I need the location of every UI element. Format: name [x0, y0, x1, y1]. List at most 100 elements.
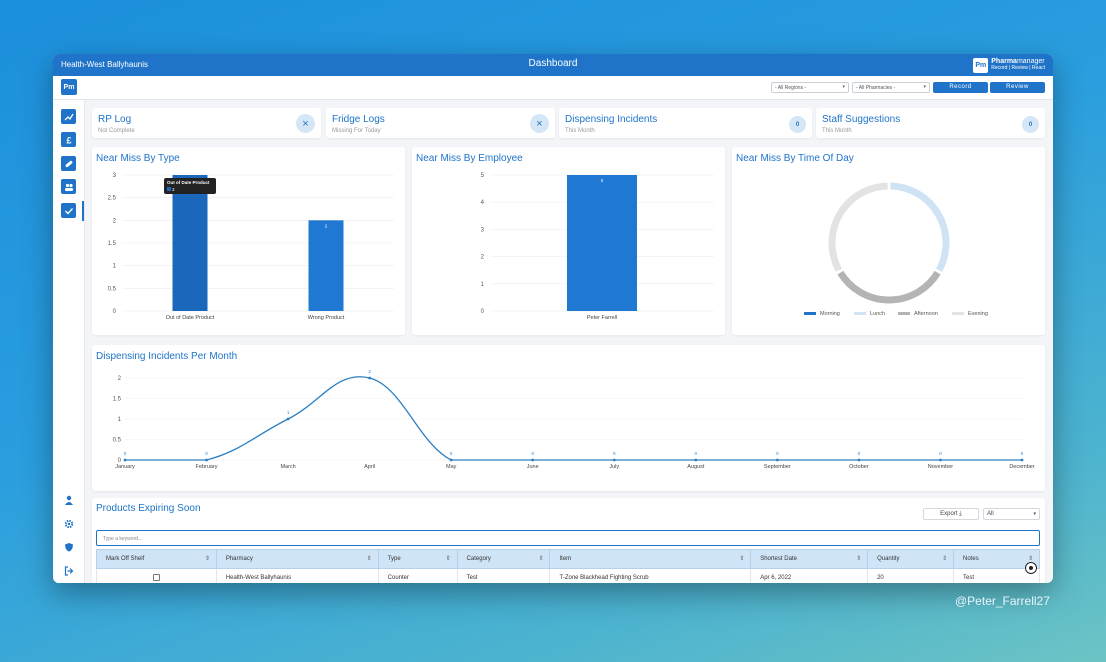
x-tick-label: Out of Date Product	[166, 315, 215, 321]
sort-icon: ⇕	[204, 556, 210, 562]
legend-label: Lunch	[870, 311, 885, 317]
column-header[interactable]: Category ⇕	[456, 549, 551, 569]
sort-icon: ⇕	[366, 556, 372, 562]
pound-icon[interactable]: £	[61, 132, 76, 147]
legend-label: Evening	[968, 311, 988, 317]
y-tick-label: 5	[481, 173, 485, 179]
stat-label: RP Log	[98, 114, 132, 125]
shield-icon[interactable]	[62, 540, 75, 553]
settings-fab-icon[interactable]	[1025, 562, 1037, 574]
stat-sub: Missing For Today	[332, 128, 381, 134]
data-point	[449, 458, 453, 462]
data-label: 1	[287, 410, 290, 415]
review-button[interactable]: Review	[990, 82, 1045, 93]
gear-icon[interactable]	[62, 517, 75, 530]
mark-off-shelf-checkbox[interactable]	[152, 573, 160, 581]
column-header[interactable]: Quantity ⇕	[867, 549, 955, 569]
x-tick-label: September	[764, 464, 791, 470]
x-tick-label: January	[115, 464, 135, 470]
legend-label: Afternoon	[914, 311, 938, 317]
brand-logo: Pm Pharmamanager Record | Review | React	[973, 56, 1045, 74]
near-miss-employee-chart: 0 1 2 3 4 5 5 Peter Farrell	[481, 173, 714, 321]
dispensing-incidents-chart: 00.511.520January0February1March2April0M…	[113, 369, 1035, 470]
table-cell: Health-West Ballyhaunis	[215, 568, 379, 583]
user-icon[interactable]	[62, 493, 75, 506]
y-tick-label: 1.5	[113, 397, 122, 403]
column-header[interactable]: Shortest Date ⇕	[750, 549, 869, 569]
data-point	[205, 458, 208, 462]
x-tick-label: Wrong Product	[308, 315, 345, 321]
count-badge: 0	[789, 116, 806, 133]
record-button[interactable]: Record	[933, 82, 988, 93]
column-header[interactable]: Item ⇕	[549, 549, 752, 569]
sort-icon: ⇕	[739, 556, 745, 562]
doughnut-slice	[828, 182, 888, 272]
stat-card-staff-suggestions[interactable]: Staff Suggestions This Month 0	[816, 108, 1045, 138]
sidebar: £	[53, 100, 85, 583]
column-header[interactable]: Mark Off Shelf ⇕	[96, 549, 217, 569]
chevron-down-icon: ▾	[923, 84, 926, 90]
doughnut-slice	[837, 270, 941, 304]
title-bar: Health-West Ballyhaunis Dashboard Pm Pha…	[53, 54, 1053, 76]
close-icon[interactable]: ×	[530, 114, 549, 133]
tooltip	[164, 178, 216, 194]
close-icon[interactable]: ×	[296, 114, 315, 133]
table-cell: Counter	[377, 568, 458, 583]
x-tick-label: August	[687, 464, 705, 470]
page-title: Dashboard	[528, 58, 578, 69]
trend-icon[interactable]	[61, 109, 76, 124]
table-title: Products Expiring Soon	[96, 503, 201, 514]
app-window: Health-West Ballyhaunis Dashboard Pm Pha…	[53, 54, 1053, 583]
chart-title: Dispensing Incidents Per Month	[96, 351, 238, 362]
stat-sub: This Month	[822, 128, 852, 134]
pill-icon[interactable]	[61, 156, 76, 171]
logout-icon[interactable]	[62, 564, 75, 577]
y-tick-label: 4	[481, 200, 485, 206]
y-tick-label: 0	[113, 309, 117, 315]
table-header-row: Mark Off Shelf ⇕ Pharmacy ⇕ Type ⇕ Category…	[96, 549, 1040, 569]
data-point	[939, 458, 942, 462]
check-icon[interactable]	[61, 203, 76, 218]
svg-text:£: £	[66, 135, 71, 145]
data-label: 0	[1021, 451, 1024, 456]
near-miss-time-chart: Morning Lunch Afternoon Evening	[804, 182, 988, 317]
stat-card-rp-log[interactable]: RP Log Not Complete ×	[92, 108, 321, 138]
users-icon[interactable]	[61, 179, 76, 194]
page-size-select[interactable]: All ▾	[983, 508, 1040, 520]
y-tick-label: 2.5	[108, 196, 117, 202]
column-header[interactable]: Pharmacy ⇕	[215, 549, 379, 569]
search-input[interactable]: Type a keyword...	[96, 530, 1040, 546]
home-logo[interactable]: Pm	[61, 79, 77, 95]
pharmacies-select[interactable]: - All Pharmacies - ▾	[852, 82, 930, 93]
chevron-down-icon: ▾	[1033, 511, 1036, 517]
export-button[interactable]: Export ⤓	[923, 508, 979, 520]
data-label: 2	[325, 223, 328, 228]
series-line	[124, 376, 1022, 461]
chevron-down-icon: ▾	[842, 84, 845, 90]
chart-title: Near Miss By Type	[96, 153, 180, 164]
y-tick-label: 1	[113, 264, 117, 270]
column-header[interactable]: Type ⇕	[377, 549, 458, 569]
brand-logo-mark: Pm	[973, 57, 989, 73]
data-label: 0	[695, 451, 698, 456]
stat-card-dispensing-incidents[interactable]: Dispensing Incidents This Month 0	[559, 108, 812, 138]
stat-sub: Not Complete	[98, 128, 135, 134]
x-tick-label: Peter Farrell	[587, 315, 617, 321]
data-label: 0	[613, 451, 616, 456]
chart-title: Near Miss By Employee	[416, 153, 523, 164]
data-point	[286, 417, 290, 421]
watermark: @Peter_Farrell27	[955, 594, 1050, 608]
bar	[567, 175, 637, 311]
data-point	[857, 458, 861, 462]
stat-card-fridge-logs[interactable]: Fridge Logs Missing For Today ×	[326, 108, 555, 138]
regions-select[interactable]: - All Regions - ▾	[771, 82, 849, 93]
sort-icon: ⇕	[445, 556, 451, 562]
data-label: 0	[450, 451, 453, 456]
data-label: 2	[368, 369, 371, 374]
y-tick-label: 1	[481, 282, 485, 288]
download-icon: ⤓	[959, 511, 962, 517]
x-tick-label: April	[364, 464, 375, 470]
bar	[308, 220, 344, 311]
dispensing-incidents-card: Dispensing Incidents Per Month 0 0.5 1 1.5 2…	[92, 345, 1045, 491]
column-header[interactable]: Notes ⇕	[953, 549, 1040, 569]
